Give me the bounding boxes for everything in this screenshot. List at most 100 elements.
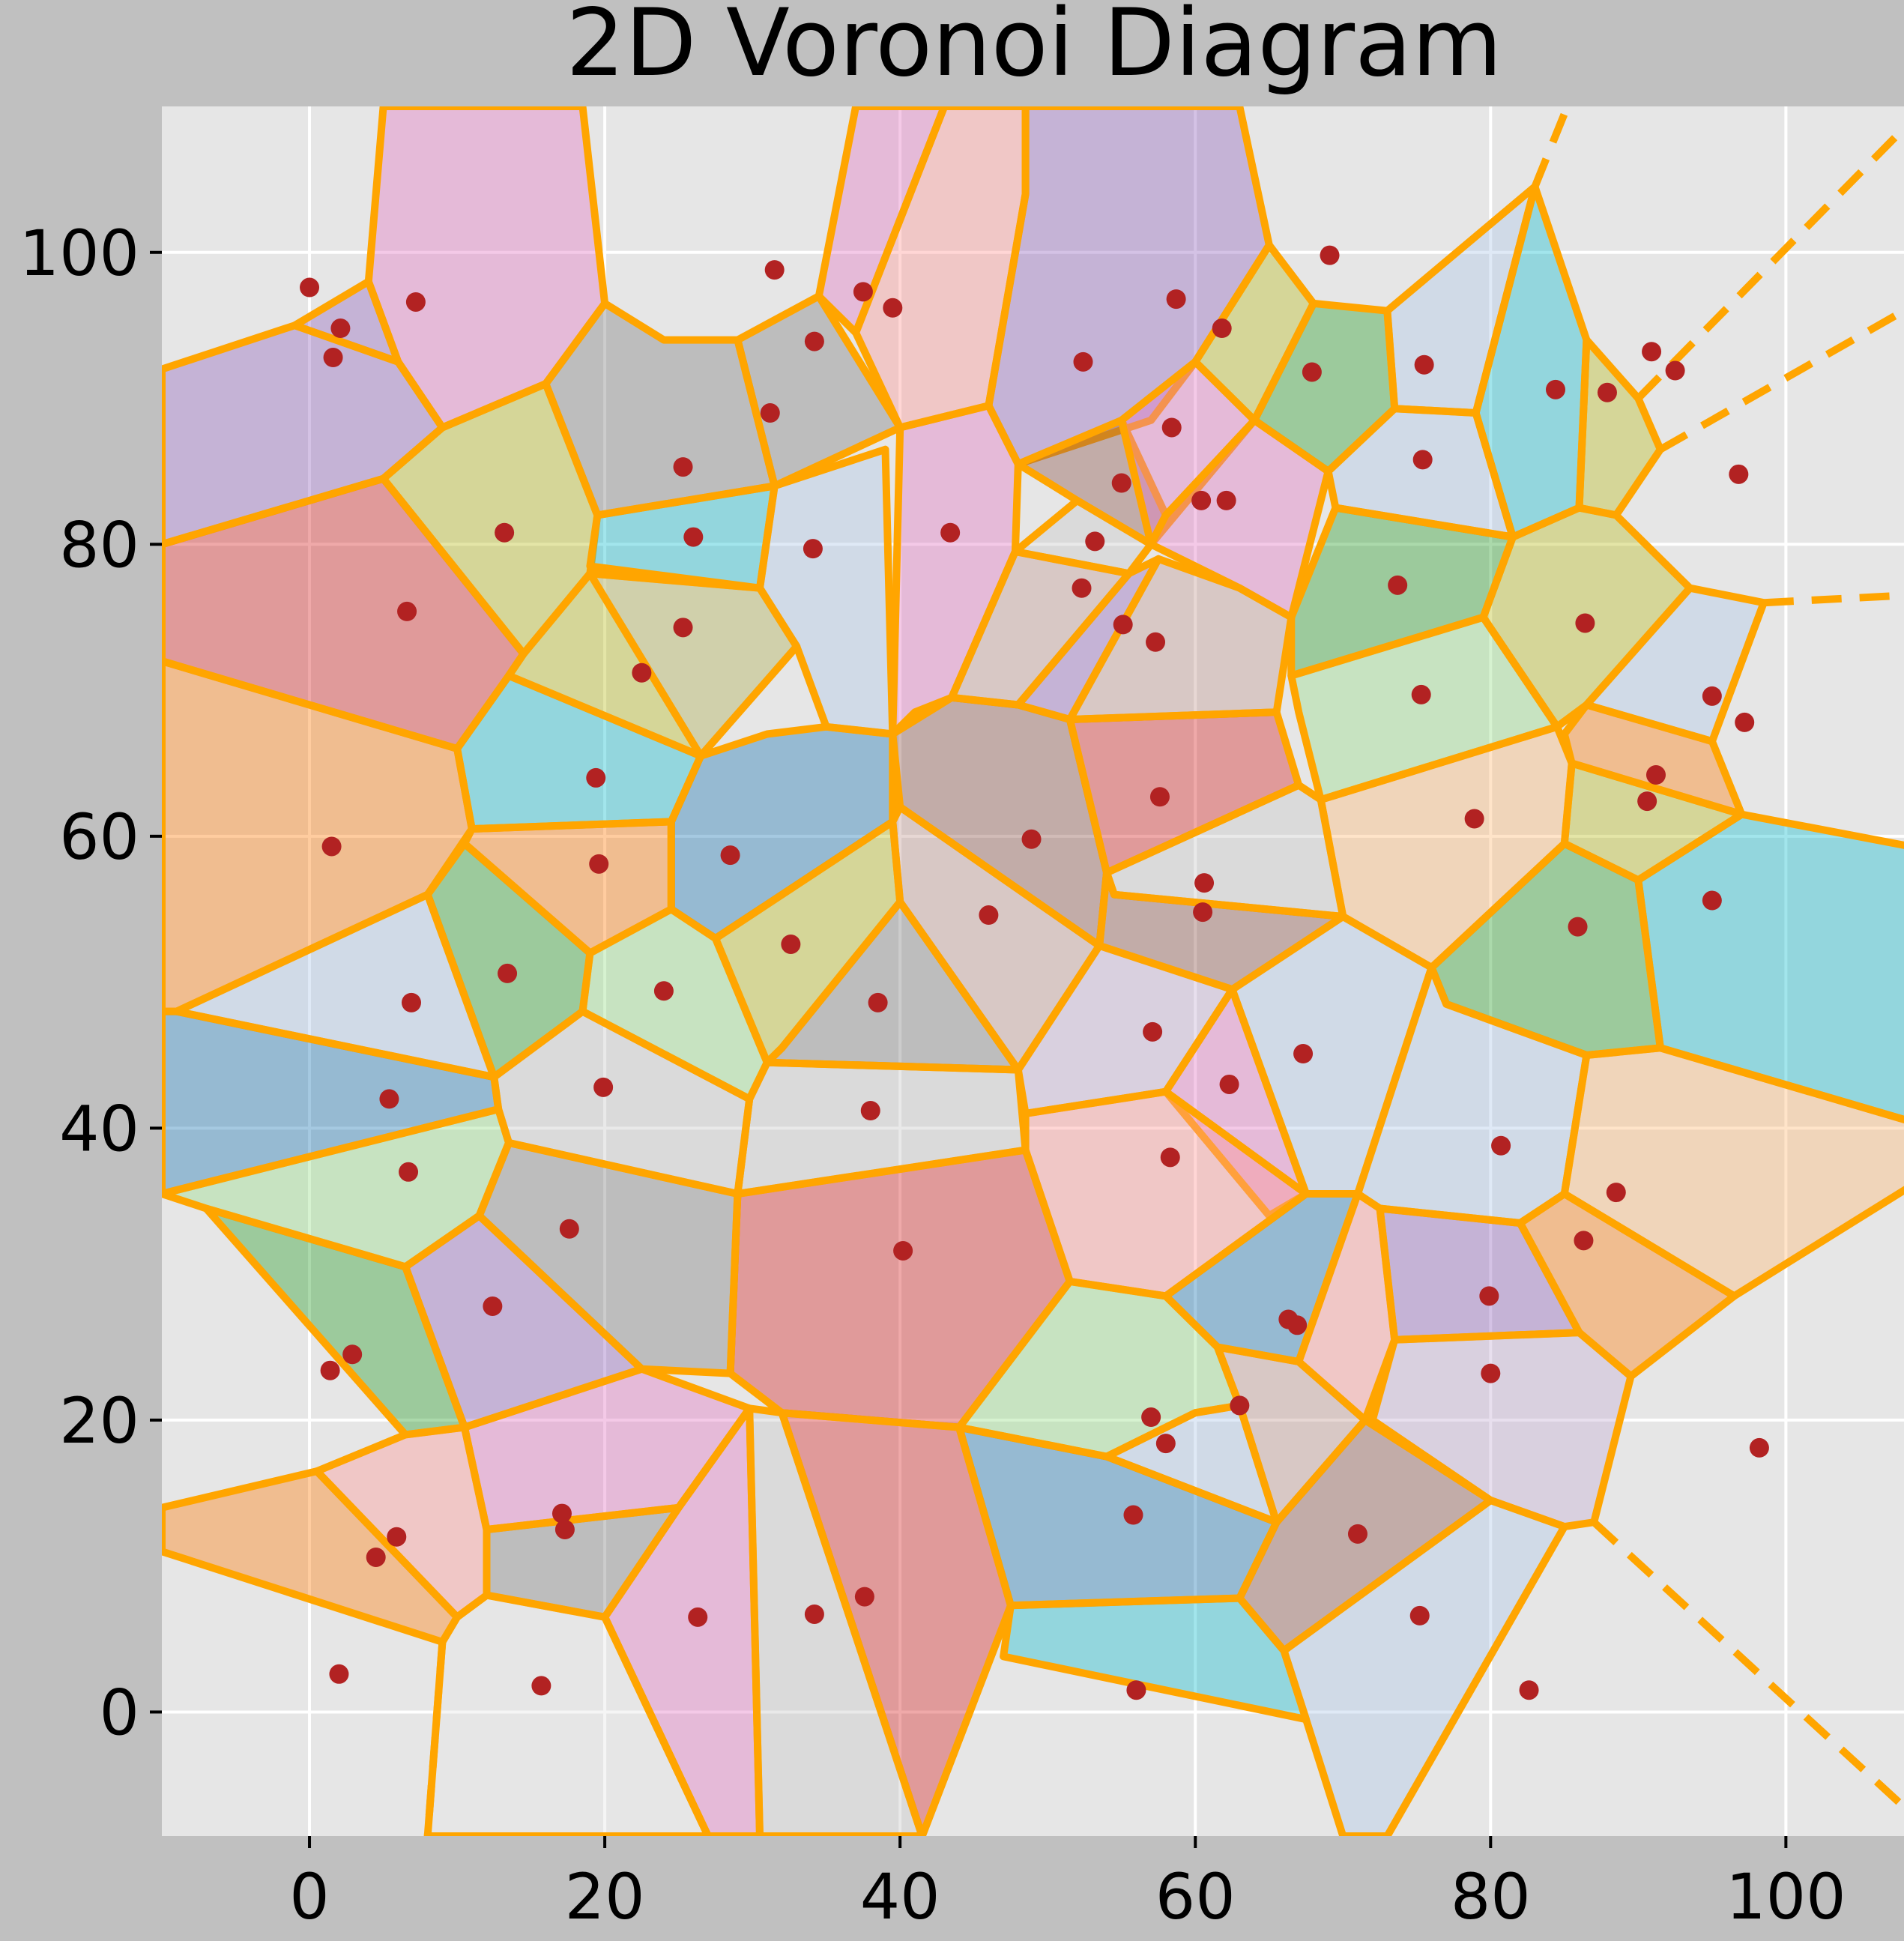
seed-point-82 <box>1491 1135 1511 1156</box>
seed-point-21 <box>593 1077 614 1097</box>
y-tick-label-4: 80 <box>59 508 139 582</box>
seed-point-0 <box>300 277 320 298</box>
voronoi-cells <box>162 106 1904 1836</box>
voronoi-cell-51 <box>1575 336 1664 519</box>
seed-point-56 <box>1149 787 1170 807</box>
x-tick-label-0: 0 <box>289 1860 329 1934</box>
seed-point-27 <box>683 527 704 547</box>
chart-title: 2D Voronoi Diagram <box>566 0 1502 97</box>
seed-point-73 <box>1347 1524 1367 1544</box>
seed-point-24 <box>632 662 652 683</box>
seed-point-50 <box>1113 615 1133 635</box>
seed-point-95 <box>1702 686 1722 706</box>
seed-point-48 <box>1085 531 1105 552</box>
x-tick-label-1: 20 <box>565 1860 645 1934</box>
seed-point-98 <box>1749 1437 1769 1458</box>
seed-point-31 <box>760 403 780 423</box>
seed-point-4 <box>495 522 515 543</box>
y-tick-label-5: 100 <box>19 217 139 290</box>
seed-point-8 <box>498 963 518 983</box>
voronoi-seed-points <box>300 245 1769 1700</box>
seed-point-30 <box>720 845 740 866</box>
seed-point-91 <box>1642 342 1662 362</box>
voronoi-cell-83 <box>1280 1497 1568 1836</box>
seed-point-18 <box>551 1503 572 1524</box>
seed-point-70 <box>1293 1044 1314 1064</box>
seed-point-59 <box>1161 417 1182 438</box>
voronoi-cell-63 <box>889 803 1104 1074</box>
seed-point-19 <box>554 1519 575 1539</box>
seed-point-78 <box>1414 354 1434 375</box>
voronoi-ridge-dashed-4 <box>1591 1519 1904 1810</box>
seed-point-37 <box>860 1101 880 1121</box>
seed-point-43 <box>940 522 961 543</box>
seed-point-6 <box>321 836 342 857</box>
seed-point-45 <box>1021 829 1042 849</box>
seed-point-84 <box>1546 379 1565 399</box>
seed-point-33 <box>804 331 824 351</box>
voronoi-ridge-dashed-0 <box>1531 106 1572 188</box>
voronoi-cell-35 <box>815 106 949 336</box>
seed-point-67 <box>1230 1395 1250 1416</box>
seed-point-75 <box>1411 684 1431 704</box>
x-tick-label-2: 40 <box>860 1860 940 1934</box>
seed-point-71 <box>1302 362 1322 382</box>
seed-point-83 <box>1519 1680 1539 1700</box>
seed-point-87 <box>1574 1231 1594 1251</box>
seed-point-11 <box>483 1296 503 1316</box>
seed-point-64 <box>1212 319 1232 339</box>
seed-point-74 <box>1388 575 1408 595</box>
seed-point-2 <box>323 348 343 368</box>
seed-point-40 <box>854 1587 874 1607</box>
seed-point-77 <box>1412 450 1433 470</box>
seed-point-54 <box>1143 1021 1163 1042</box>
seed-point-26 <box>673 457 693 477</box>
voronoi-ridge-dashed-1 <box>1635 125 1904 402</box>
seed-point-1 <box>330 319 351 339</box>
seed-point-58 <box>1160 1147 1180 1168</box>
seed-point-36 <box>804 1604 824 1624</box>
seed-point-12 <box>342 1344 363 1365</box>
seed-point-76 <box>1409 1605 1430 1625</box>
seed-point-61 <box>1191 490 1212 510</box>
seed-point-16 <box>329 1664 349 1684</box>
seed-point-79 <box>1464 809 1484 829</box>
seed-point-7 <box>401 992 421 1012</box>
x-tick-label-3: 60 <box>1155 1860 1236 1934</box>
voronoi-cell-84 <box>423 1591 712 1836</box>
grid-lines <box>162 106 1904 1836</box>
seed-point-35 <box>781 934 801 954</box>
seed-point-28 <box>688 1607 708 1627</box>
seed-point-60 <box>1166 289 1186 310</box>
seed-point-57 <box>1155 1434 1176 1454</box>
y-axis-ticks: 0 20 40 60 80 100 <box>19 217 162 1749</box>
y-tick-label-0: 0 <box>100 1676 139 1749</box>
seed-point-49 <box>1111 473 1131 493</box>
seed-point-80 <box>1481 1363 1501 1383</box>
seed-point-38 <box>868 992 888 1012</box>
seed-point-14 <box>387 1527 407 1547</box>
seed-point-93 <box>1665 360 1685 381</box>
seed-point-69 <box>1287 1315 1308 1335</box>
voronoi-ridge-dashed-3 <box>1763 591 1904 607</box>
seed-point-34 <box>803 539 823 559</box>
seed-point-66 <box>1219 1074 1239 1094</box>
seed-point-46 <box>1073 351 1093 372</box>
seed-point-42 <box>893 1240 913 1261</box>
seed-point-5 <box>397 601 417 621</box>
seed-point-97 <box>1735 712 1755 732</box>
seed-point-41 <box>883 298 903 318</box>
seed-point-23 <box>586 767 606 788</box>
seed-point-90 <box>1637 791 1657 812</box>
seed-point-10 <box>399 1162 419 1182</box>
seed-point-86 <box>1575 613 1595 633</box>
seed-point-3 <box>405 292 426 312</box>
seed-point-85 <box>1568 917 1588 937</box>
seed-point-65 <box>1216 490 1236 510</box>
seed-point-88 <box>1597 382 1617 402</box>
x-axis-ticks: 0 20 40 60 80 100 <box>289 1836 1846 1934</box>
seed-point-22 <box>589 854 609 874</box>
seed-point-94 <box>1702 890 1722 911</box>
y-tick-label-1: 20 <box>59 1384 139 1458</box>
